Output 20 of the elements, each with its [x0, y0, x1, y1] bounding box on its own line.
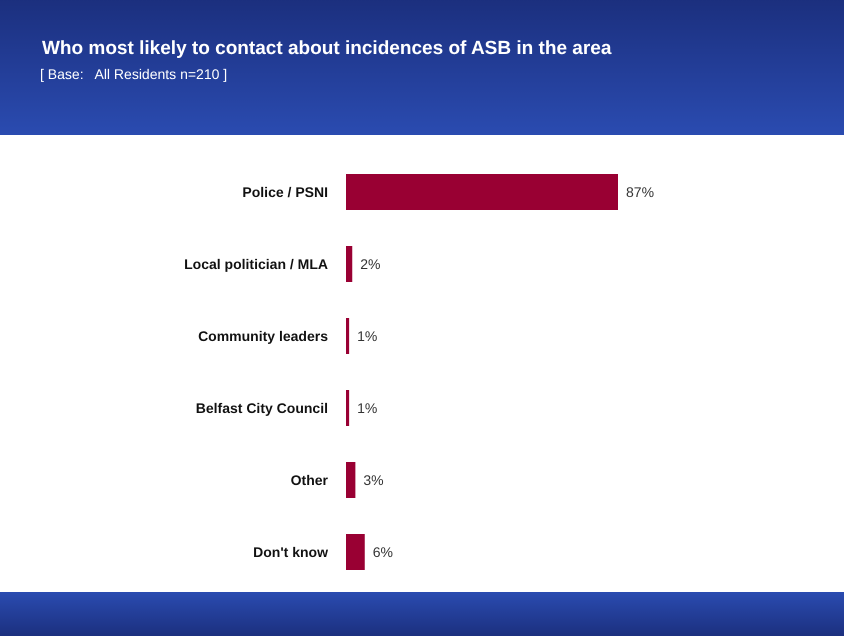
- bar: [346, 318, 350, 354]
- data-label: 6%: [372, 544, 393, 560]
- y-tick-label: Community leaders: [198, 328, 328, 344]
- bar: [346, 390, 350, 426]
- y-tick-label: Other: [290, 472, 329, 488]
- data-label: 2%: [360, 256, 380, 272]
- text: [ Base: All Residents n=210 ]: [40, 66, 228, 82]
- bar: [346, 246, 352, 282]
- data-label: 1%: [357, 328, 378, 344]
- y-tick-label: Police / PSNI: [242, 184, 328, 200]
- data-label: 3%: [363, 472, 384, 488]
- bar: [346, 174, 618, 210]
- data-label: 1%: [357, 400, 378, 416]
- bar: [346, 534, 365, 570]
- y-tick-label: Don't know: [253, 544, 328, 560]
- y-tick-label: Belfast City Council: [196, 400, 328, 416]
- bar: [346, 462, 356, 498]
- data-label: 87%: [626, 184, 654, 200]
- y-tick-label: Local politician / MLA: [184, 256, 328, 272]
- chart-title: Who most likely to contact about incidences of ASB in the area: [42, 38, 612, 60]
